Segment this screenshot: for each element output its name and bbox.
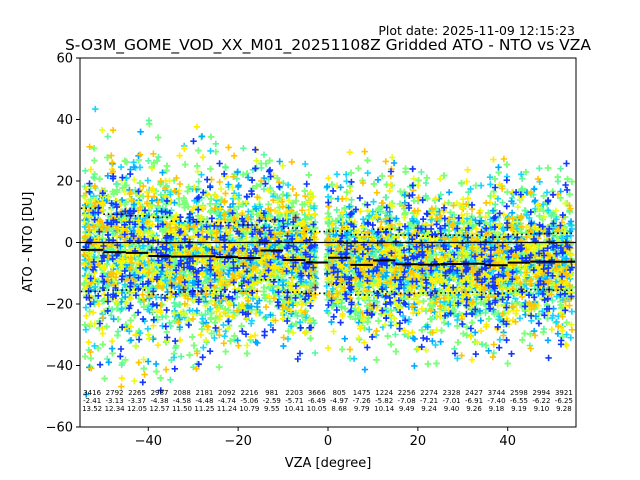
bin-std-label: 10.05 bbox=[307, 405, 327, 413]
bin-mean-label: -3.13 bbox=[106, 397, 124, 405]
bin-mean-label: -2.59 bbox=[263, 397, 281, 405]
bin-mean-label: -6.91 bbox=[465, 397, 483, 405]
bin-count-label: 2265 bbox=[128, 389, 146, 397]
bin-std-label: 9.10 bbox=[534, 405, 550, 413]
bin-mean-label: -4.74 bbox=[218, 397, 237, 405]
bin-std-label: 10.79 bbox=[239, 405, 259, 413]
bin-mean-label: -7.21 bbox=[420, 397, 438, 405]
bin-mean-label: -7.40 bbox=[487, 397, 505, 405]
bin-std-label: 11.24 bbox=[217, 405, 238, 413]
bin-mean-label: -4.97 bbox=[330, 397, 348, 405]
bin-std-label: 13.52 bbox=[82, 405, 102, 413]
bin-mean-label: -4.38 bbox=[150, 397, 168, 405]
bin-std-label: 9.28 bbox=[556, 405, 572, 413]
y-axis-label: ATO - NTO [DU] bbox=[21, 192, 36, 293]
stat-lines bbox=[80, 207, 576, 296]
bin-mean-label: -7.01 bbox=[442, 397, 460, 405]
y-tick-label: −20 bbox=[46, 298, 73, 313]
bin-count-label: 2792 bbox=[106, 389, 124, 397]
bin-std-label: 12.05 bbox=[127, 405, 147, 413]
plot-date: Plot date: 2025-11-09 12:15:23 bbox=[378, 23, 575, 38]
x-tick-label: −20 bbox=[224, 434, 251, 449]
bin-mean-label: -4.58 bbox=[173, 397, 191, 405]
bin-count-label: 1224 bbox=[375, 389, 393, 397]
bin-std-label: 8.68 bbox=[331, 405, 347, 413]
x-axis-label: VZA [degree] bbox=[285, 456, 372, 471]
bin-mean-label: -2.41 bbox=[83, 397, 101, 405]
x-tick-label: −40 bbox=[135, 434, 162, 449]
bin-mean-label: -4.48 bbox=[195, 397, 213, 405]
x-tick-label: 0 bbox=[324, 434, 332, 449]
bin-count-label: 981 bbox=[265, 389, 278, 397]
bin-std-label: 9.26 bbox=[466, 405, 482, 413]
bin-std-label: 9.55 bbox=[264, 405, 280, 413]
bin-std-label: 9.40 bbox=[444, 405, 460, 413]
y-tick-label: −60 bbox=[46, 421, 73, 436]
y-tick-label: −40 bbox=[46, 359, 73, 374]
x-tick-label: 20 bbox=[410, 434, 427, 449]
bin-mean-label: -6.55 bbox=[510, 397, 528, 405]
bin-mean-label: -6.25 bbox=[555, 397, 573, 405]
bin-std-label: 12.57 bbox=[149, 405, 169, 413]
bin-std-label: 12.34 bbox=[105, 405, 126, 413]
bin-mean-label: -3.37 bbox=[128, 397, 146, 405]
bin-count-label: 2598 bbox=[510, 389, 528, 397]
bin-count-label: 2994 bbox=[532, 389, 550, 397]
bin-count-label: 2274 bbox=[420, 389, 438, 397]
bin-count-label: 3744 bbox=[488, 389, 506, 397]
bin-count-label: 3416 bbox=[83, 389, 101, 397]
bin-mean-label: -5.71 bbox=[285, 397, 303, 405]
bin-std-label: 11.25 bbox=[194, 405, 214, 413]
bin-count-label: 2987 bbox=[151, 389, 169, 397]
bin-std-label: 9.79 bbox=[354, 405, 370, 413]
bin-count-label: 2092 bbox=[218, 389, 236, 397]
bin-mean-label: -5.06 bbox=[240, 397, 259, 405]
chart-title: S-O3M_GOME_VOD_XX_M01_20251108Z Gridded … bbox=[65, 36, 591, 55]
bin-count-label: 3666 bbox=[308, 389, 326, 397]
bin-count-label: 3921 bbox=[555, 389, 573, 397]
bin-mean-label: -7.08 bbox=[398, 397, 416, 405]
bin-mean-label: -5.82 bbox=[375, 397, 393, 405]
bin-mean-label: -6.49 bbox=[308, 397, 326, 405]
bin-count-label: 1475 bbox=[353, 389, 371, 397]
bin-std-label: 9.49 bbox=[399, 405, 415, 413]
bin-mean-label: -6.22 bbox=[532, 397, 550, 405]
bin-std-label: 9.18 bbox=[489, 405, 505, 413]
bin-std-label: 9.19 bbox=[511, 405, 527, 413]
y-tick-label: 20 bbox=[56, 175, 73, 190]
bin-std-label: 10.14 bbox=[374, 405, 395, 413]
y-tick-label: 0 bbox=[65, 236, 73, 251]
bin-count-label: 805 bbox=[333, 389, 346, 397]
y-axis: −60 −40 −20 0 20 40 60 bbox=[46, 52, 80, 436]
y-tick-label: 40 bbox=[56, 113, 73, 128]
scatter-marker-group bbox=[82, 138, 575, 394]
bin-count-label: 2216 bbox=[240, 389, 258, 397]
bin-std-label: 10.41 bbox=[284, 405, 304, 413]
bin-std-label: 9.24 bbox=[421, 405, 437, 413]
bin-count-label: 2427 bbox=[465, 389, 483, 397]
y-tick-label: 60 bbox=[56, 52, 73, 67]
bin-count-label: 2203 bbox=[285, 389, 303, 397]
x-tick-label: 40 bbox=[499, 434, 516, 449]
bin-std-label: 11.50 bbox=[172, 405, 192, 413]
bin-mean-label: -7.26 bbox=[353, 397, 372, 405]
scatter-points bbox=[80, 105, 576, 398]
bin-count-label: 2088 bbox=[173, 389, 191, 397]
bin-count-label: 2181 bbox=[196, 389, 214, 397]
bin-count-label: 2256 bbox=[398, 389, 416, 397]
bin-count-label: 2328 bbox=[443, 389, 461, 397]
x-axis: −40 −20 0 20 40 bbox=[135, 427, 516, 449]
